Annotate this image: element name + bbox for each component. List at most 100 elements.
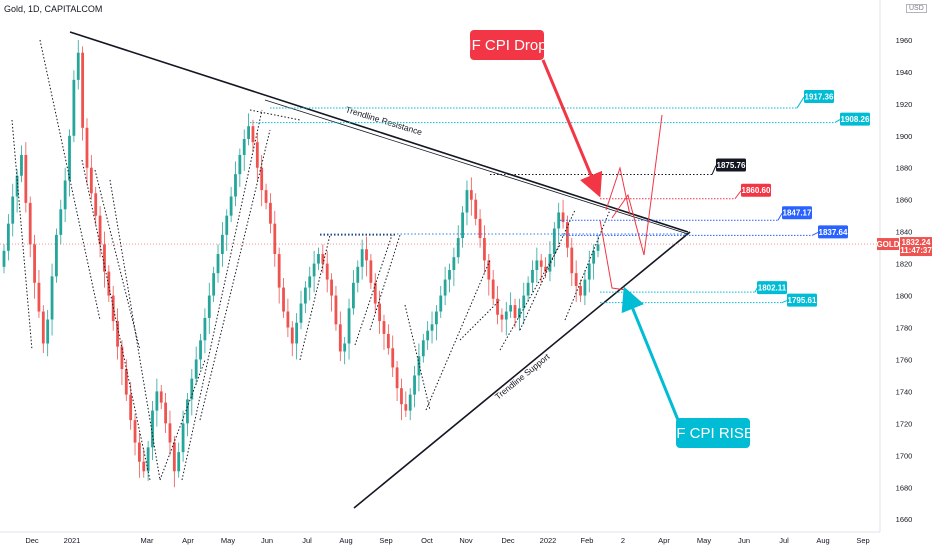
candle-body [544,266,547,272]
candle-body [338,324,342,352]
candle-body [570,247,574,274]
candle-body [190,378,194,400]
candle-body [68,135,71,181]
candle-body [548,254,552,272]
candle-body [456,238,460,258]
time-tick-label: 2021 [64,536,81,545]
candle-body [561,212,565,223]
candle-body [491,279,495,299]
candle-body [172,442,176,472]
level-label-box [741,183,771,197]
level-label-text: 1860.60 [742,186,771,195]
candle-body [469,190,473,200]
candle-body [133,420,137,443]
last-price-symbol: GOLD [876,240,899,249]
candle-body [413,375,416,395]
channel-line [249,109,301,121]
candle-body [129,394,133,421]
candle-body [308,276,312,288]
candle-body [474,199,478,219]
time-tick-label: Aug [339,536,352,545]
channel-line [94,169,141,351]
candle-body [408,394,412,411]
level-label-text: 1837.64 [819,228,848,237]
time-tick-label: May [221,536,235,545]
last-price-symbol-box [877,238,899,251]
candle-body [46,319,50,344]
time-tick-label: May [697,536,711,545]
price-tick-label: 1840 [896,228,913,237]
level-label-text: 1908.26 [841,115,870,124]
candle-body [295,322,299,344]
candle-body [465,190,469,213]
channel-line [425,259,491,411]
level-leader [777,212,783,221]
candle-body [343,343,347,352]
price-tick-label: 1720 [896,419,913,428]
candle-body [496,298,499,315]
level-label-box [818,225,848,239]
price-tick-label: 1760 [896,355,913,364]
channel-lines [11,39,690,481]
trendline-resistance [69,31,689,233]
level-leader [781,300,788,304]
candle-body [137,442,141,462]
candle-body [11,196,15,224]
candle-body [260,167,264,191]
candle-body [168,423,172,443]
candle-body [255,142,259,168]
candle-body [290,327,294,344]
candle-body [63,180,67,210]
time-tick-label: Mar [141,536,154,545]
time-axis: Dec 2021 Mar Apr May Jun Jul Aug Sep Oct Nov Dec 202… [0,531,880,545]
candle-body [522,295,526,309]
projection-up [605,166,631,216]
level-label-text: 1802.11 [758,284,787,293]
time-tick-label: 2 [621,536,625,545]
cpi-drop-label: IF CPI Drop [467,37,546,54]
candle-body [421,340,425,357]
channel-line [404,304,431,411]
candle-body [439,295,443,312]
channel-line [181,109,263,481]
candle-body [277,254,281,288]
price-tick-label: 1960 [896,36,913,45]
trendline-support-label: Trendline Support [493,351,552,401]
currency-badge[interactable]: USD [906,4,927,13]
time-tick-label: 2022 [540,536,557,545]
candle-body [303,287,307,304]
level-label-box [840,112,870,126]
channel-line [354,234,393,346]
cpi-drop-arrow [541,59,603,198]
candle-body [282,287,285,312]
level-label-box [716,158,746,172]
candle-body [592,250,596,264]
candle-body [531,269,534,283]
candle-body [583,279,587,296]
level-lines: 1917.36 1908.26 1875.76 1860.60 1847.17 1837.… [250,90,870,307]
last-price-box [900,237,932,257]
candle-body [155,391,159,411]
price-tick-label: 1740 [896,387,913,396]
candle-body [234,174,237,197]
time-tick-label: Apr [182,536,194,545]
candle-body [395,367,399,389]
price-axis: 1660 1680 1700 1720 1740 1760 1780 1800 1820 1840… [879,0,913,532]
candle-body [369,260,373,283]
candle-body [225,215,229,235]
candle-body [487,260,491,280]
last-price-countdown: 11:47:37 [900,246,932,255]
channel-line [499,244,561,351]
price-tick-label: 1680 [896,483,913,492]
projection-down [599,219,627,291]
candle-body [382,321,386,334]
trendline-resistance-label: Trendline Resistance [344,104,423,137]
level-leader [834,119,841,124]
candle-body [352,282,355,309]
candle-body [242,138,246,155]
candle-body [72,79,76,136]
candle-body [251,126,255,143]
candle-body [286,311,290,328]
candle-body [426,330,430,341]
